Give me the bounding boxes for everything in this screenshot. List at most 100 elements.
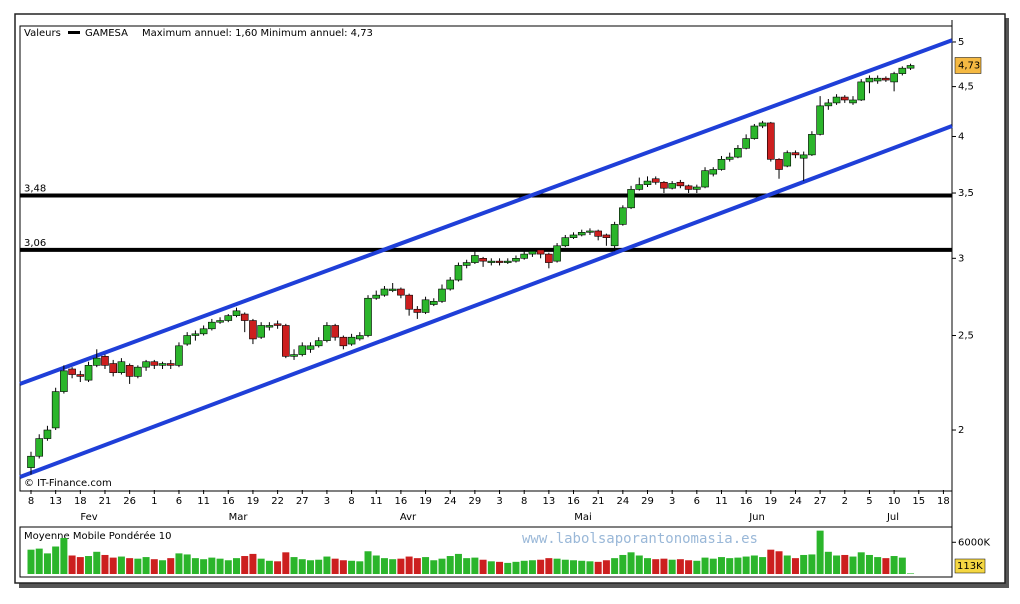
volume-bar <box>791 558 799 574</box>
candle-body <box>397 288 405 296</box>
reference-label: 3,06 <box>24 238 46 249</box>
candle-body <box>462 262 471 266</box>
last-volume-label: 113K <box>957 561 983 572</box>
candle-body <box>51 391 60 429</box>
x-tick-label: 2 <box>842 496 848 507</box>
candle-body <box>68 368 76 375</box>
candle-body <box>849 99 857 104</box>
x-tick-label: 19 <box>764 496 777 507</box>
volume-bar <box>520 560 528 574</box>
volume-bar <box>627 552 635 574</box>
x-tick-label: 15 <box>912 496 925 507</box>
candle-body <box>906 65 915 69</box>
volume-bar <box>117 556 125 574</box>
volume-bar <box>602 560 610 574</box>
volume-bar <box>882 558 890 574</box>
candle-body <box>725 156 734 160</box>
candle-body <box>347 336 356 345</box>
candle-body <box>454 265 463 281</box>
volume-bar <box>783 555 791 574</box>
candle-body <box>240 313 249 321</box>
candle-body <box>865 77 874 83</box>
volume-bar <box>68 555 76 574</box>
channel-line <box>19 38 953 386</box>
volume-bar <box>306 560 314 574</box>
candle-body <box>224 315 233 321</box>
x-tick-label: 16 <box>740 496 753 507</box>
volume-bar <box>109 557 117 574</box>
volume-bar <box>438 558 446 574</box>
volume-bar <box>35 548 43 574</box>
volume-bar <box>93 551 101 574</box>
y-tick-label: 3 <box>958 253 964 264</box>
x-tick-label: 11 <box>197 496 210 507</box>
candle-body <box>355 335 364 340</box>
candle-body <box>643 180 652 185</box>
volume-bar <box>356 561 364 574</box>
candle-body <box>487 260 496 263</box>
candle-body <box>314 340 323 347</box>
candle-body <box>150 361 159 366</box>
candle-body <box>282 325 290 357</box>
x-tick-label: 11 <box>370 496 383 507</box>
volume-bar <box>134 558 142 574</box>
volume-bar <box>175 553 183 574</box>
x-tick-label: 5 <box>866 496 872 507</box>
candle-body <box>791 152 800 156</box>
candle-body <box>503 260 512 263</box>
volume-bar <box>298 559 306 574</box>
volume-bar <box>142 557 150 574</box>
candle-body <box>306 345 315 350</box>
volume-bar <box>709 558 717 574</box>
volume-bar <box>430 560 438 574</box>
candle-body <box>717 159 726 170</box>
volume-bar <box>734 557 742 574</box>
volume-bar <box>183 554 191 574</box>
candle-body <box>816 105 824 135</box>
volume-bar <box>323 556 331 574</box>
last-price-box <box>954 57 982 74</box>
volume-bar <box>512 561 520 574</box>
volume-bar <box>890 556 898 574</box>
volume-bar <box>126 558 134 574</box>
candle-body <box>183 335 191 345</box>
candle-body <box>429 301 438 305</box>
x-tick-label: 6 <box>694 496 700 507</box>
candle-body <box>405 294 413 310</box>
candle-body <box>273 323 282 326</box>
x-tick-label: 21 <box>592 496 605 507</box>
x-tick-label: 19 <box>247 496 260 507</box>
candle-body <box>783 152 792 167</box>
volume-bar <box>60 538 68 574</box>
candle-body <box>619 207 627 225</box>
volume-bar <box>372 555 380 574</box>
candle-body <box>134 366 142 377</box>
volume-bar <box>685 560 693 574</box>
candle-body <box>668 183 676 189</box>
candle-body <box>298 345 307 355</box>
x-tick-label: 18 <box>937 496 950 507</box>
candle-body <box>446 279 455 290</box>
candle-body <box>701 170 709 188</box>
candle-body <box>536 249 545 255</box>
volume-bar <box>660 558 668 574</box>
candle-body <box>199 328 208 335</box>
volume-bar <box>553 558 561 574</box>
candle-body <box>766 122 775 160</box>
candle-body <box>742 138 750 149</box>
x-tick-label: 8 <box>348 496 354 507</box>
volume-bar <box>676 559 684 574</box>
candle-body <box>890 73 898 83</box>
x-tick-label: 3 <box>496 496 502 507</box>
month-label: Mai <box>574 512 592 523</box>
candle-body <box>380 288 389 296</box>
candle-body <box>709 169 718 175</box>
volume-bar <box>471 557 479 574</box>
last-volume-box <box>954 558 986 574</box>
volume-bar <box>101 554 109 574</box>
candle-body <box>331 325 339 338</box>
candle-body <box>610 224 619 247</box>
candle-body <box>323 325 331 341</box>
watermark: www.labolsaporantonomasia.es <box>522 531 758 547</box>
volume-bar <box>380 558 388 574</box>
